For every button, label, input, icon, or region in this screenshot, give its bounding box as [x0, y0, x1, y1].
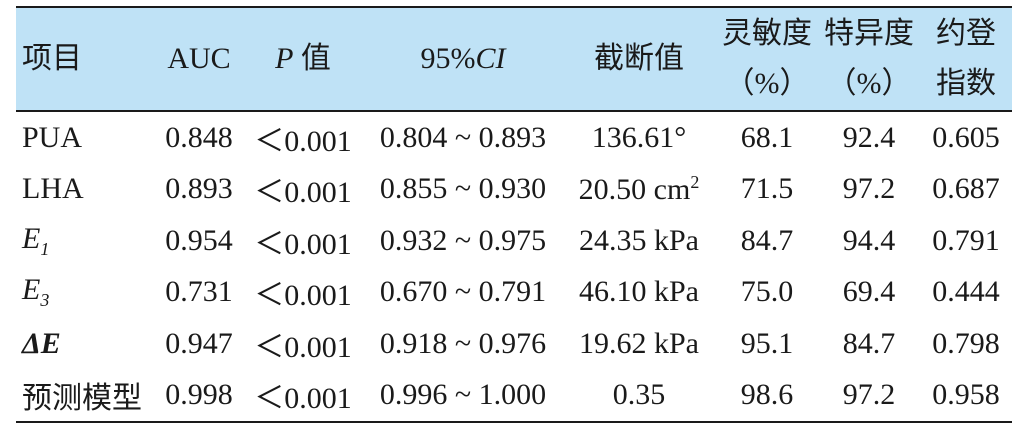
row-ci: 0.996 ~ 1.000 — [379, 378, 547, 412]
row-cutoff-value: 19.62 kPa — [579, 326, 699, 360]
header-specificity-line1: 特异度 — [824, 17, 914, 50]
row-auc: 0.998 — [165, 378, 233, 412]
header-sensitivity: 灵敏度 （%） — [716, 7, 818, 111]
row-item-main: LHA — [22, 172, 84, 206]
row-item: 预测模型 — [16, 370, 156, 423]
row-p: ＜0.001 — [254, 330, 352, 364]
row-p: ＜0.001 — [254, 227, 352, 261]
row-cutoff-value: 0.35 — [612, 378, 666, 412]
row-sensitivity: 98.6 — [740, 378, 794, 412]
row-item-main: 预测模型 — [22, 382, 142, 416]
row-item: PUA — [16, 111, 156, 164]
header-sensitivity-line1: 灵敏度 — [722, 17, 812, 50]
row-youden: 0.605 — [932, 120, 1000, 154]
row-item: ΔE — [16, 318, 156, 370]
row-sensitivity: 71.5 — [740, 172, 794, 206]
table-row: LHA 0.893 ＜0.001 0.855 ~ 0.930 20.50 cm2… — [16, 164, 1012, 216]
row-sensitivity: 84.7 — [740, 223, 794, 257]
header-ci: 95%CI — [364, 7, 562, 111]
header-p-value: P 值 — [242, 7, 364, 111]
row-cutoff-value: 136.61° — [591, 120, 687, 154]
header-specificity-line2: （%） — [826, 67, 912, 100]
header-p-letter: P — [275, 42, 294, 75]
header-row: 项目 AUC P 值 95%CI 截断值 灵敏度 （%） 特异度 （%） 约登 … — [16, 7, 1012, 111]
row-cutoff: 24.35 kPa — [562, 215, 716, 267]
row-cutoff: 20.50 cm2 — [562, 164, 716, 216]
row-youden: 0.958 — [932, 378, 1000, 412]
row-auc: 0.893 — [165, 172, 233, 206]
row-ci: 0.670 ~ 0.791 — [379, 275, 547, 309]
row-auc: 0.848 — [165, 120, 233, 154]
row-sensitivity: 68.1 — [740, 120, 794, 154]
row-p: ＜0.001 — [254, 124, 352, 158]
table-row: PUA 0.848 ＜0.001 0.804 ~ 0.893 136.61° 6… — [16, 111, 1012, 164]
row-item-subscript: 3 — [40, 290, 50, 311]
header-item: 项目 — [22, 42, 82, 75]
row-p: ＜0.001 — [254, 382, 352, 416]
row-cutoff-value: 20.50 cm — [578, 172, 691, 206]
row-p: ＜0.001 — [254, 279, 352, 313]
row-sensitivity: 95.1 — [740, 326, 794, 360]
table-row: E3 0.731 ＜0.001 0.670 ~ 0.791 46.10 kPa … — [16, 267, 1012, 319]
row-youden: 0.798 — [932, 326, 1000, 360]
row-cutoff-value: 24.35 kPa — [579, 223, 699, 257]
row-p: ＜0.001 — [254, 176, 352, 210]
row-auc: 0.947 — [165, 326, 233, 360]
row-specificity: 92.4 — [842, 120, 896, 154]
row-specificity: 84.7 — [842, 326, 896, 360]
row-ci: 0.855 ~ 0.930 — [379, 172, 547, 206]
row-cutoff-superscript: 2 — [690, 171, 700, 192]
table-row: ΔE 0.947 ＜0.001 0.918 ~ 0.976 19.62 kPa … — [16, 318, 1012, 370]
row-auc: 0.731 — [165, 275, 233, 309]
row-item-main: E — [22, 221, 41, 255]
header-specificity: 特异度 （%） — [818, 7, 920, 111]
row-ci: 0.918 ~ 0.976 — [379, 326, 547, 360]
row-cutoff: 46.10 kPa — [562, 267, 716, 319]
row-ci: 0.804 ~ 0.893 — [379, 120, 547, 154]
row-cutoff: 0.35 — [562, 370, 716, 423]
header-youden: 约登 指数 — [920, 7, 1012, 111]
table-row: E1 0.954 ＜0.001 0.932 ~ 0.975 24.35 kPa … — [16, 215, 1012, 267]
row-youden: 0.687 — [932, 172, 1000, 206]
table-row: 预测模型 0.998 ＜0.001 0.996 ~ 1.000 0.35 98.… — [16, 370, 1012, 423]
header-ci-prefix: 95% — [420, 42, 476, 75]
row-item: E3 — [16, 267, 156, 319]
row-cutoff: 136.61° — [562, 111, 716, 164]
row-item-main: PUA — [22, 120, 83, 154]
header-ci-suffix: CI — [475, 42, 506, 75]
row-youden: 0.444 — [932, 275, 1000, 309]
results-table: 项目 AUC P 值 95%CI 截断值 灵敏度 （%） 特异度 （%） 约登 … — [16, 6, 1012, 423]
row-item-main: E — [22, 273, 41, 307]
row-auc: 0.954 — [165, 223, 233, 257]
row-item-subscript: 1 — [40, 238, 50, 259]
header-cutoff: 截断值 — [594, 42, 684, 75]
row-cutoff: 19.62 kPa — [562, 318, 716, 370]
row-item: LHA — [16, 164, 156, 216]
row-ci: 0.932 ~ 0.975 — [379, 223, 547, 257]
row-specificity: 97.2 — [842, 378, 896, 412]
row-item-main: ΔE — [22, 326, 61, 360]
row-sensitivity: 75.0 — [740, 275, 794, 309]
row-specificity: 97.2 — [842, 172, 896, 206]
row-cutoff-value: 46.10 kPa — [579, 275, 699, 309]
header-sensitivity-line2: （%） — [724, 67, 810, 100]
row-item: E1 — [16, 215, 156, 267]
results-table-container: 项目 AUC P 值 95%CI 截断值 灵敏度 （%） 特异度 （%） 约登 … — [16, 6, 1012, 423]
row-specificity: 69.4 — [842, 275, 896, 309]
row-specificity: 94.4 — [842, 223, 896, 257]
row-youden: 0.791 — [932, 223, 1000, 257]
header-p-suffix: 值 — [300, 42, 331, 75]
header-auc: AUC — [167, 42, 231, 75]
header-youden-line2: 指数 — [936, 67, 996, 100]
header-youden-line1: 约登 — [936, 17, 996, 50]
